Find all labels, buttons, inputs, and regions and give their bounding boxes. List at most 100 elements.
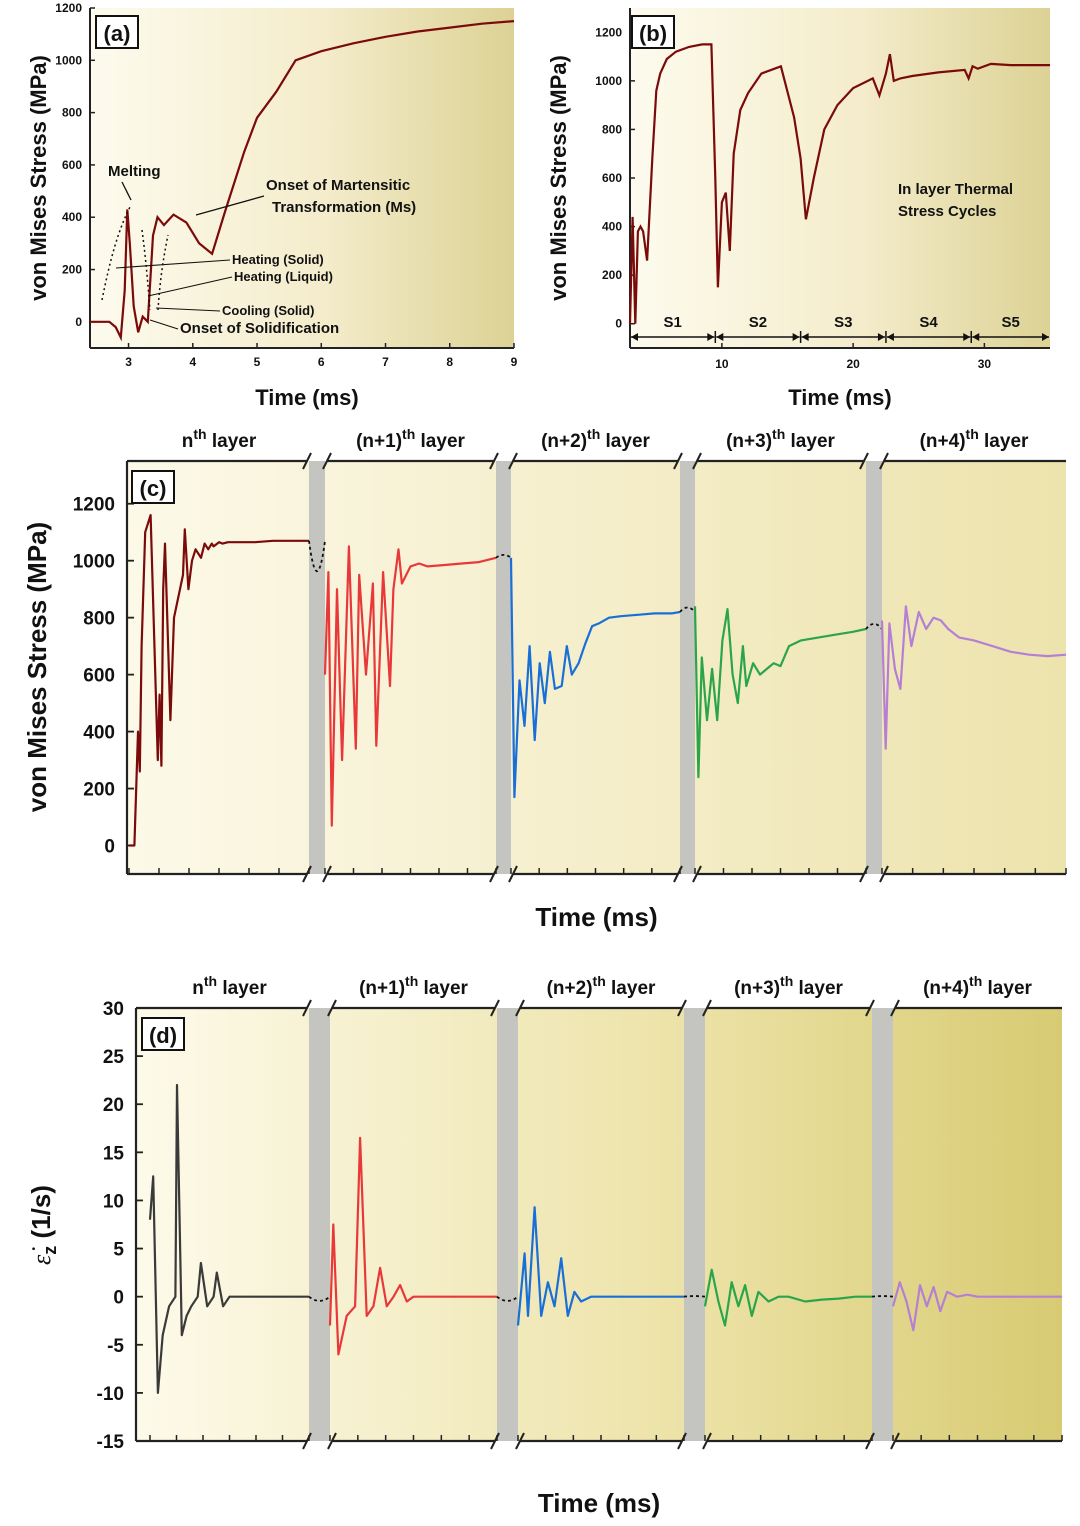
- annotation-pointer: [147, 276, 233, 297]
- break-mark: [515, 999, 525, 1017]
- y-tick-label: 5: [113, 1240, 124, 1261]
- layer-label-word: layer: [979, 431, 1029, 452]
- layer-label-index: (n+3): [726, 431, 772, 452]
- panel-label: (d): [149, 1023, 177, 1048]
- layer-label-index: (n+2): [541, 431, 587, 452]
- annotation-pointer: [149, 319, 179, 330]
- layer-connector: [495, 553, 512, 559]
- panel-b: 0 200 400 600 800 1000 1200 10 20 30 Time (ms) von …: [546, 8, 1050, 410]
- plot-area: [630, 8, 1050, 348]
- break-mark: [508, 865, 518, 883]
- panel-label-box: [95, 15, 139, 49]
- segment-arrowhead: [972, 333, 980, 341]
- segment-arrowhead: [963, 333, 971, 341]
- layer-connector: [865, 623, 883, 630]
- layer-connector: [683, 1295, 706, 1298]
- y-tick-label: 0: [75, 315, 82, 329]
- x-tick-label: 5: [254, 355, 261, 369]
- series-line: [703, 1268, 872, 1327]
- segment-label: S4: [919, 314, 938, 331]
- break-mark: [322, 452, 332, 470]
- y-tick-label: 20: [103, 1095, 124, 1116]
- y-tick-label: 200: [62, 263, 82, 277]
- segment-arrowhead: [886, 333, 894, 341]
- y-tick-label: 600: [602, 171, 622, 185]
- y-tick-label: 600: [83, 666, 115, 687]
- segment-arrowhead: [877, 333, 885, 341]
- layer-label-word: layer: [793, 978, 843, 999]
- layer-label-index: (n+2): [547, 978, 593, 999]
- layer-label-word: layer: [207, 431, 257, 452]
- break-band: [680, 461, 695, 874]
- layer-label: nth layer: [192, 973, 267, 999]
- y-tick-label: -10: [97, 1384, 124, 1405]
- layer-connector: [679, 606, 696, 613]
- x-tick-label: 30: [978, 357, 992, 371]
- segment-arrowhead: [631, 333, 638, 341]
- layer-label-word: layer: [217, 978, 267, 999]
- annotation-thermal-2: Stress Cycles: [898, 203, 996, 220]
- layer-connector: [308, 1295, 331, 1302]
- break-mark: [702, 999, 712, 1017]
- segment-arrowhead: [801, 333, 809, 341]
- x-axis-title: Time (ms): [255, 385, 359, 410]
- break-mark: [879, 452, 889, 470]
- break-mark: [322, 865, 332, 883]
- segment-label: S5: [1001, 314, 1019, 331]
- panel-label-box: [141, 1017, 185, 1051]
- series-line: [891, 1281, 1062, 1332]
- layer-label: (n+1)th layer: [359, 973, 468, 999]
- layer-label-index: (n+1): [356, 431, 402, 452]
- y-tick-label: 10: [103, 1191, 124, 1212]
- y-tick-label: 30: [103, 999, 124, 1020]
- heating-arrow: [101, 204, 132, 301]
- annotation-heating-solid: Heating (Solid): [232, 252, 324, 267]
- break-mark: [677, 999, 687, 1017]
- layer-label-word: layer: [600, 431, 650, 452]
- x-axis-title: Time (ms): [538, 1488, 660, 1518]
- panel-a: 0 200 400 600 800 1000 1200 3 4 5 6 7 8 9 Time (ms) von…: [26, 1, 518, 410]
- annotation-martensite-2: Transformation (Ms): [272, 199, 416, 216]
- layer-label-index: (n+4): [920, 431, 966, 452]
- series-line: [509, 557, 681, 799]
- panel-label: (c): [140, 476, 167, 501]
- layer-label: (n+2)th layer: [547, 973, 656, 999]
- break-mark: [865, 999, 875, 1017]
- layer-label-suffix: th: [204, 973, 217, 989]
- panel-label: (a): [104, 21, 131, 46]
- x-tick-label: 4: [189, 355, 196, 369]
- y-axis-subscript: z: [40, 1246, 60, 1255]
- layer-label-suffix: th: [969, 973, 982, 989]
- series-line: [693, 606, 867, 779]
- layer-label-suffix: th: [193, 426, 206, 442]
- y-tick-label: 1200: [55, 1, 82, 15]
- layer-label-word: layer: [982, 978, 1032, 999]
- series-line: [323, 545, 497, 827]
- y-tick-label: 1000: [73, 552, 115, 573]
- segment-label: S1: [663, 314, 681, 331]
- segment-arrowhead: [707, 333, 715, 341]
- plot-area: [127, 461, 1066, 874]
- series-line: [328, 1136, 497, 1356]
- x-axis-title: Time (ms): [788, 385, 892, 410]
- break-mark: [692, 865, 702, 883]
- y-axis-title: von Mises Stress (MPa): [22, 522, 52, 812]
- break-mark: [859, 452, 869, 470]
- y-tick-label: 400: [83, 723, 115, 744]
- series-line: [129, 514, 309, 847]
- break-mark: [489, 452, 499, 470]
- y-tick-label: 400: [62, 210, 82, 224]
- x-tick-label: 7: [382, 355, 389, 369]
- segment-arrowhead: [1042, 333, 1049, 341]
- break-mark: [490, 999, 500, 1017]
- layer-label-index: (n+3): [734, 978, 780, 999]
- series-line: [880, 605, 1067, 750]
- layer-label-word: layer: [606, 978, 656, 999]
- series-line: [516, 1206, 684, 1326]
- y-tick-label: 1200: [595, 25, 622, 39]
- x-tick-label: 20: [846, 357, 860, 371]
- break-mark: [508, 452, 518, 470]
- y-tick-label: 600: [62, 158, 82, 172]
- break-mark: [692, 452, 702, 470]
